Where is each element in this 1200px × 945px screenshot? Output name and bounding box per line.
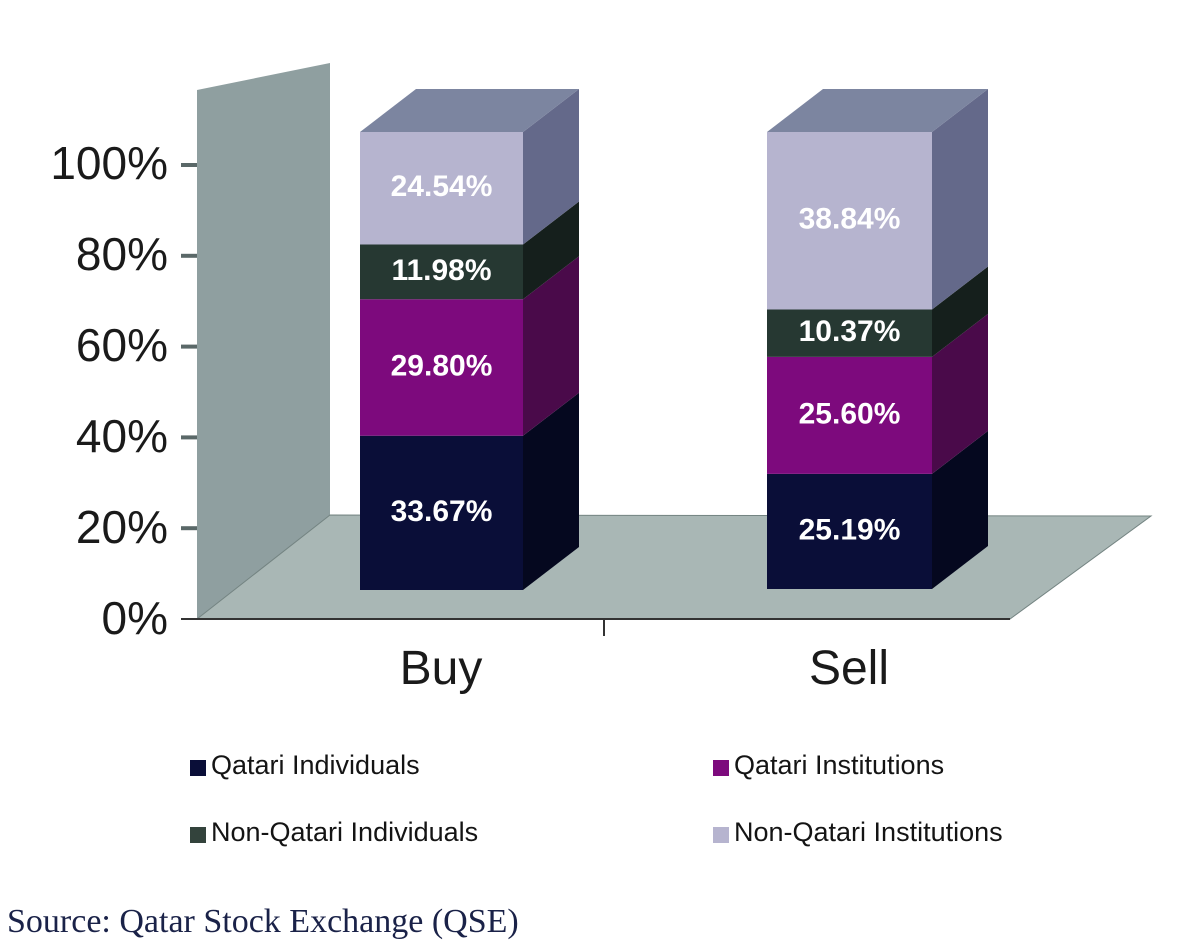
svg-text:Non-Qatari Institutions: Non-Qatari Institutions [734,817,1003,847]
svg-text:25.19%: 25.19% [799,513,901,546]
svg-text:Non-Qatari Individuals: Non-Qatari Individuals [211,817,478,847]
svg-text:Source: Qatar Stock Exchange (: Source: Qatar Stock Exchange (QSE) [7,903,519,940]
svg-text:100%: 100% [50,137,168,189]
svg-text:40%: 40% [76,410,168,462]
svg-text:0%: 0% [102,592,168,644]
svg-text:25.60%: 25.60% [799,397,901,430]
svg-text:Qatari Institutions: Qatari Institutions [734,750,944,780]
svg-text:80%: 80% [76,228,168,280]
svg-text:Sell: Sell [809,642,889,695]
svg-text:24.54%: 24.54% [391,170,493,203]
svg-text:10.37%: 10.37% [799,315,901,348]
svg-text:29.80%: 29.80% [391,349,493,382]
svg-text:60%: 60% [76,319,168,371]
svg-text:Buy: Buy [400,642,483,695]
svg-text:33.67%: 33.67% [391,495,493,528]
svg-text:38.84%: 38.84% [799,203,901,236]
svg-text:20%: 20% [76,501,168,553]
svg-text:Qatari Individuals: Qatari Individuals [211,750,420,780]
svg-text:11.98%: 11.98% [391,254,491,287]
